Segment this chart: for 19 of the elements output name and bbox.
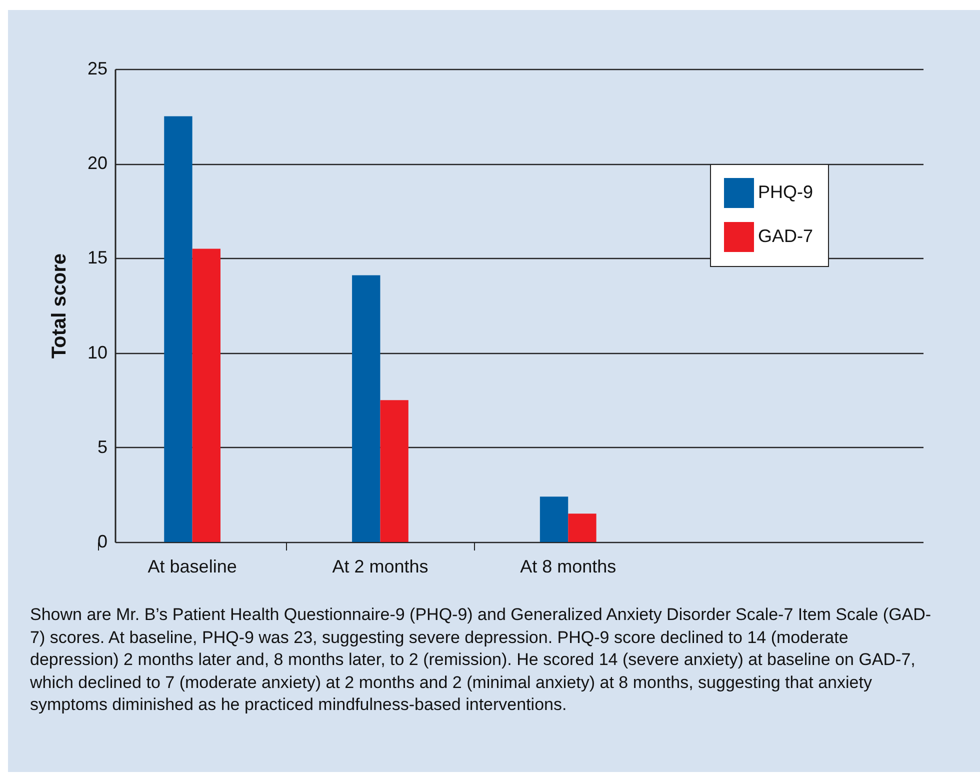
bar bbox=[380, 400, 408, 542]
bar bbox=[352, 275, 380, 542]
y-axis-title: Total score bbox=[48, 253, 70, 359]
legend-label: GAD-7 bbox=[758, 226, 814, 246]
bar bbox=[568, 514, 596, 542]
x-tick-label: At 8 months bbox=[520, 556, 616, 576]
legend-label: PHQ-9 bbox=[758, 182, 814, 202]
text: Shown are Mr. B’s Patient Health Questionnaire-9 (PHQ-9) and Generalized Anxiety Disorder Scale-7 Item Scale (GAD-7) scores. At baseline, PHQ-9 was 23, suggesting severe depression. PHQ-9 score declined to 14 (moderate depression) 2 months later and, 8 months later, to 2 (remission). He scored 14 (severe anxiety) at baseline on GAD-7, which declined to 7 (moderate anxiety) at 2 months and 2 (minimal anxiety) at 8 months, suggesting that anxiety symptoms diminished as he practiced mindfulness-based interventions. bbox=[30, 604, 932, 716]
y-tick-label: 10 bbox=[87, 342, 108, 362]
x-tick-label: At baseline bbox=[148, 556, 237, 576]
y-tick-label: 15 bbox=[87, 248, 108, 268]
bar bbox=[540, 496, 568, 542]
bar bbox=[192, 248, 220, 542]
y-tick-label: 25 bbox=[87, 58, 108, 78]
y-tick-label: 20 bbox=[87, 153, 108, 174]
bar bbox=[164, 116, 192, 542]
y-tick-label: 0 bbox=[97, 532, 108, 552]
x-tick-label: At 2 months bbox=[332, 556, 428, 576]
y-tick-label: 5 bbox=[97, 436, 108, 457]
